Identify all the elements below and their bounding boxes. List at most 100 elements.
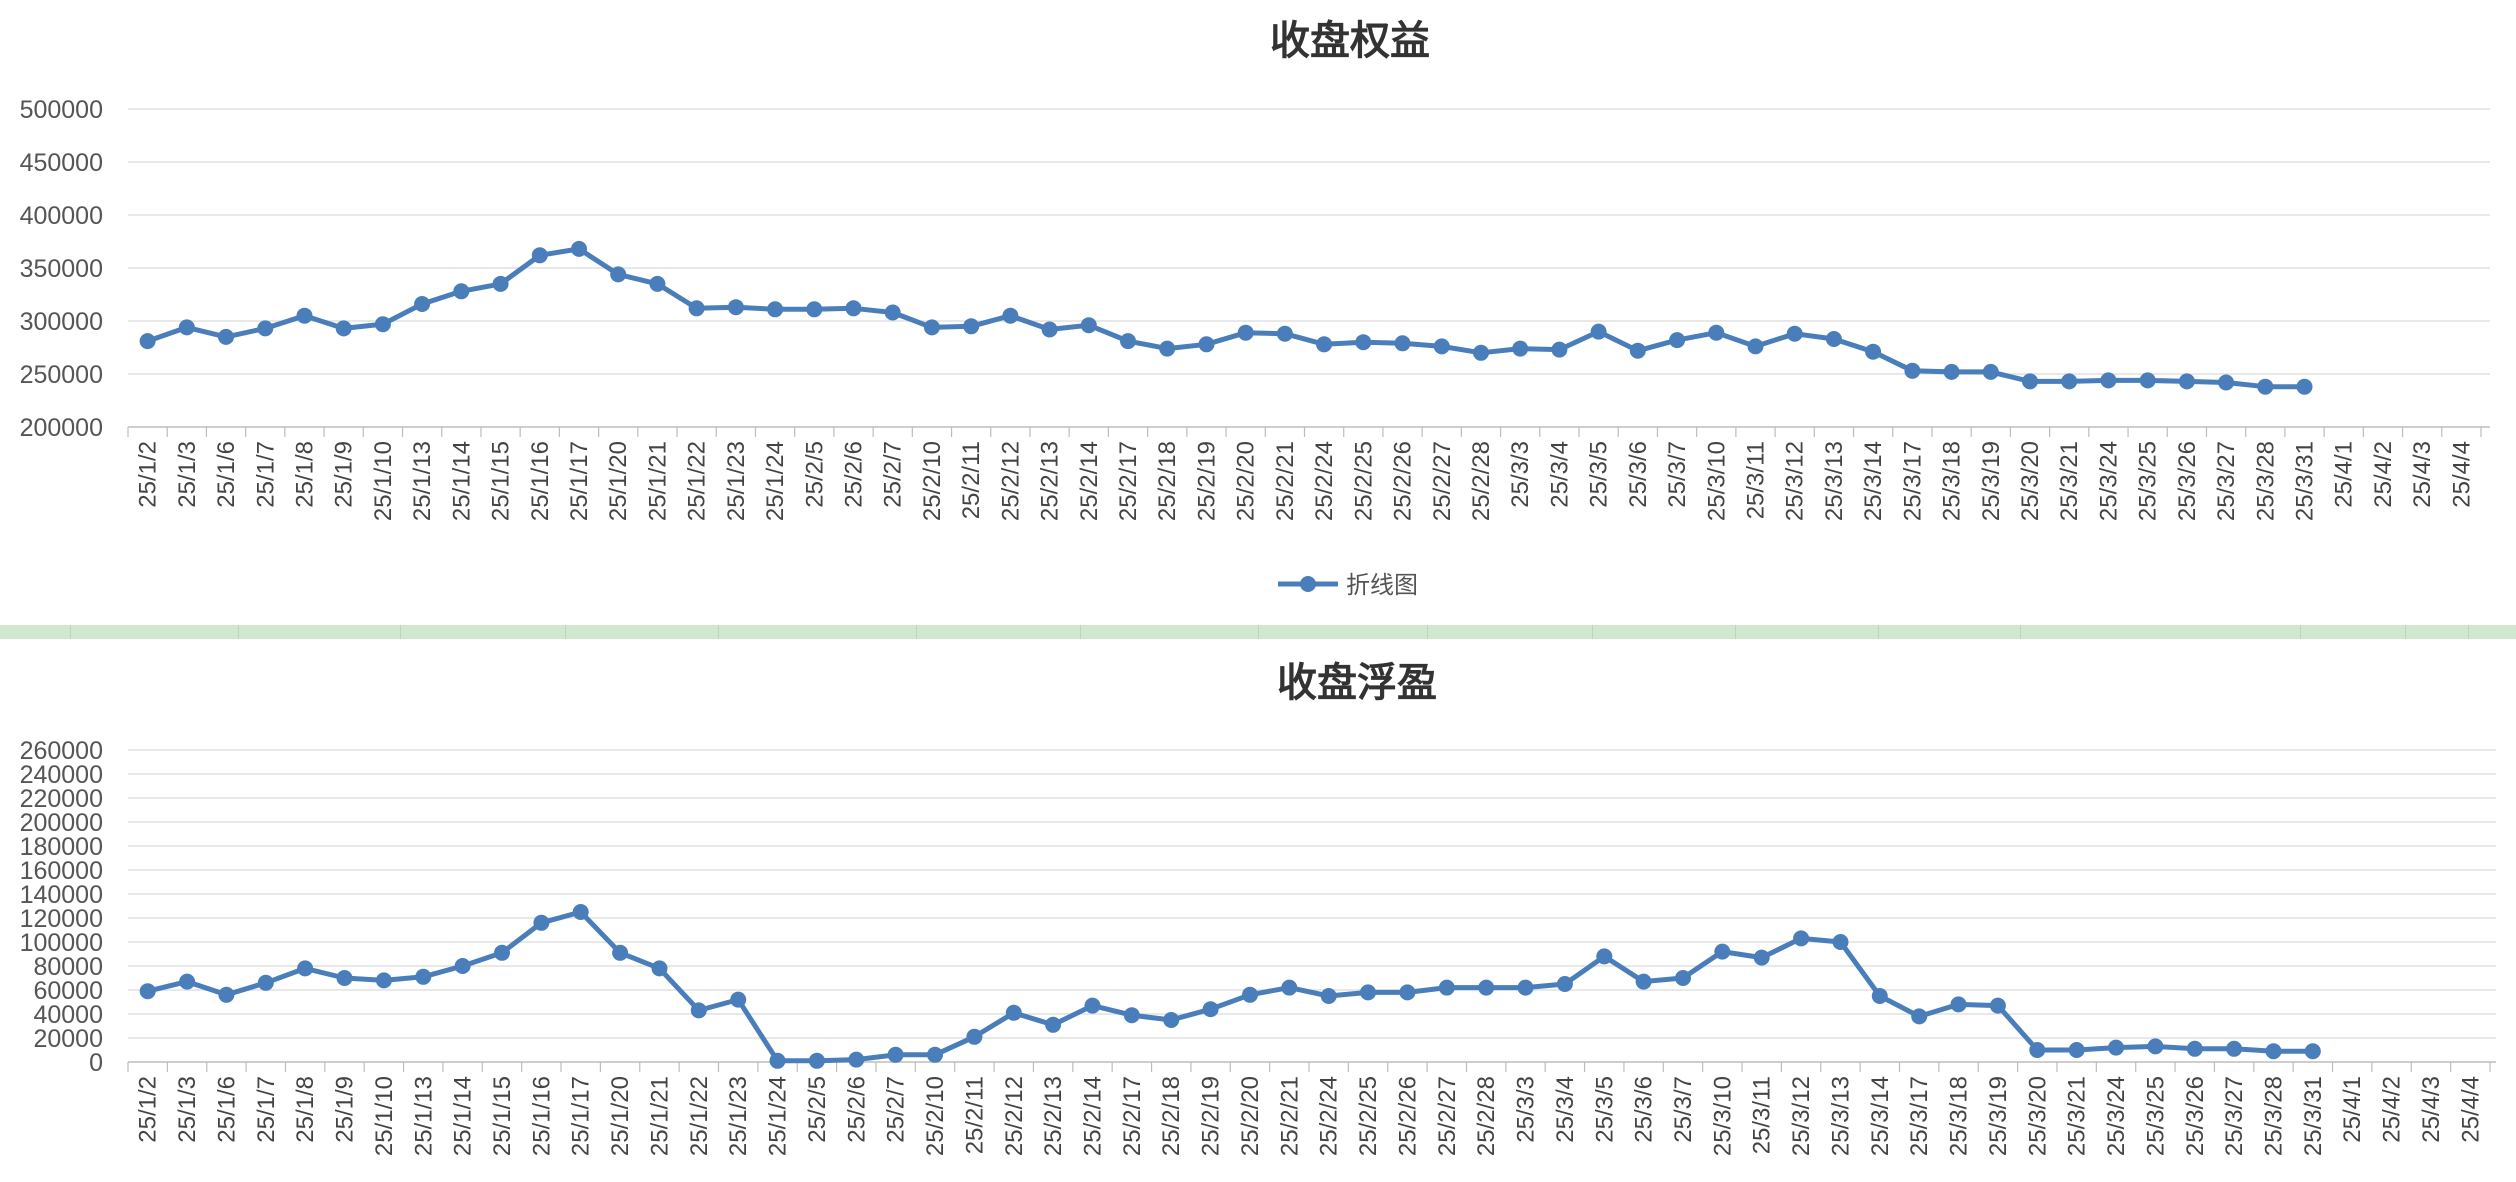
x-tick-label: 25/3/10	[1703, 441, 1730, 521]
data-point	[1950, 996, 1967, 1013]
x-tick-label: 25/1/9	[332, 1076, 359, 1143]
x-tick-label: 25/3/6	[1631, 1076, 1658, 1143]
x-tick-label: 25/1/14	[448, 441, 475, 521]
data-point	[2108, 1039, 2124, 1056]
y-tick-label: 400000	[20, 202, 103, 230]
data-point	[884, 304, 901, 321]
x-tick-label: 25/1/21	[646, 1076, 673, 1156]
data-point	[414, 296, 431, 312]
y-tick-label: 450000	[20, 149, 103, 177]
x-tick-label: 25/3/7	[1670, 1076, 1697, 1143]
x-tick-label: 25/3/13	[1821, 441, 1848, 521]
x-tick-label: 25/2/24	[1311, 441, 1338, 521]
x-tick-label: 25/2/10	[919, 441, 946, 521]
x-tick-label: 25/1/16	[528, 1076, 555, 1156]
data-point	[690, 1002, 707, 1019]
y-tick-label: 140000	[20, 881, 103, 909]
data-point	[2022, 373, 2038, 390]
data-point	[1793, 930, 1810, 947]
grid-lines	[128, 749, 2496, 1063]
x-tick-label: 25/3/14	[1867, 1076, 1894, 1156]
data-point	[2296, 378, 2313, 395]
x-tick-label: 25/2/24	[1316, 1076, 1343, 1156]
data-point	[808, 1052, 825, 1069]
data-point	[257, 974, 274, 991]
x-tick-label: 25/2/11	[961, 1076, 988, 1154]
floating-pnl-chart: 收盘浮盈 02000040000600008000010000012000014…	[20, 660, 2496, 1156]
data-point	[1512, 340, 1529, 357]
y-tick-label: 120000	[20, 905, 103, 933]
data-point	[1786, 325, 1803, 342]
x-tick-label: 25/2/25	[1355, 1076, 1382, 1156]
data-point	[1399, 984, 1416, 1001]
data-point	[1675, 970, 1691, 986]
legend: 折线图	[1278, 571, 1418, 599]
data-point	[688, 300, 705, 317]
x-tick-label: 25/3/11	[1749, 1076, 1776, 1154]
y-axis: 0200004000060000800001000001200001400001…	[20, 737, 103, 1077]
data-point	[1556, 976, 1573, 992]
data-point	[2265, 1043, 2282, 1060]
x-tick-label: 25/1/2	[135, 441, 162, 508]
chart-title: 收盘权益	[1270, 18, 1430, 64]
data-point	[1163, 1012, 1180, 1028]
x-tick-label: 25/2/13	[1037, 441, 1064, 521]
x-tick-label: 25/1/10	[370, 441, 397, 521]
x-tick-label: 25/1/7	[252, 441, 279, 508]
data-point	[2139, 372, 2156, 389]
x-tick-label: 25/2/21	[1272, 441, 1299, 521]
x-tick-label: 25/3/19	[1985, 1076, 2012, 1156]
data-point	[1394, 335, 1411, 352]
chart-title: 收盘浮盈	[1277, 660, 1437, 706]
data-point	[1080, 317, 1097, 334]
x-tick-label: 25/2/20	[1233, 441, 1260, 521]
data-point	[454, 958, 471, 974]
data-point	[727, 299, 744, 316]
x-tick-label: 25/3/27	[2221, 1076, 2248, 1156]
data-point	[1989, 997, 2006, 1014]
legend-marker-icon	[1300, 576, 1316, 592]
series-line	[139, 240, 2313, 395]
y-axis: 200000 250000 300000 350000 400000 450000 5000…	[20, 96, 103, 442]
data-point	[1753, 949, 1770, 966]
data-point	[1120, 333, 1136, 350]
x-tick-label: 25/3/4	[1552, 1076, 1579, 1143]
x-tick-label: 25/2/21	[1276, 1076, 1303, 1156]
y-tick-label: 40000	[33, 1001, 103, 1029]
data-point	[2029, 1042, 2046, 1058]
y-tick-label: 80000	[33, 953, 103, 981]
data-point	[963, 318, 980, 335]
data-point	[767, 301, 784, 318]
data-point	[612, 944, 629, 961]
sheet-row-divider	[0, 625, 2516, 639]
data-point	[572, 904, 589, 920]
x-tick-label: 25/2/7	[883, 1076, 910, 1143]
x-tick-label: 25/1/21	[644, 441, 671, 521]
legend-label: 折线图	[1346, 571, 1418, 599]
data-point	[1832, 934, 1849, 950]
data-point	[1159, 340, 1176, 357]
data-point	[610, 266, 627, 283]
data-point	[1911, 1008, 1928, 1025]
data-point	[1084, 997, 1101, 1014]
data-point	[335, 320, 352, 337]
x-tick-label: 25/1/6	[213, 1076, 240, 1143]
data-point	[1747, 338, 1764, 355]
x-tick-label: 25/1/6	[213, 441, 240, 508]
y-tick-label: 300000	[20, 308, 103, 336]
data-point	[257, 320, 274, 337]
x-tick-label: 25/3/21	[2064, 1076, 2091, 1156]
y-tick-label: 60000	[33, 977, 103, 1005]
data-point	[845, 300, 862, 317]
data-point	[1202, 1001, 1219, 1018]
data-point	[1005, 1004, 1022, 1021]
x-tick-label: 25/2/5	[801, 441, 828, 508]
y-tick-label: 350000	[20, 255, 103, 283]
data-point	[375, 972, 392, 989]
x-tick-label: 25/3/18	[1939, 441, 1966, 521]
x-tick-label: 25/3/3	[1507, 441, 1534, 508]
data-point	[2218, 374, 2235, 391]
data-point	[374, 316, 391, 333]
y-tick-label: 100000	[20, 929, 103, 957]
x-tick-label: 25/3/6	[1625, 441, 1652, 508]
